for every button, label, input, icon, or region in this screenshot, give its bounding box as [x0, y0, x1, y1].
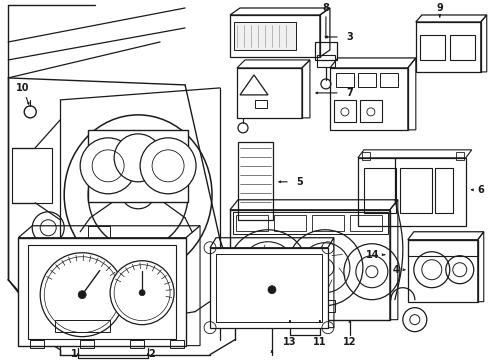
Text: 10: 10: [16, 83, 29, 93]
Bar: [78, 248, 163, 288]
Bar: [88, 130, 188, 202]
Bar: [229, 210, 389, 320]
Bar: [357, 158, 465, 226]
Polygon shape: [185, 226, 200, 346]
Bar: [309, 300, 334, 312]
Bar: [314, 42, 336, 60]
Bar: [234, 22, 295, 50]
Text: 5: 5: [296, 177, 303, 187]
Bar: [110, 300, 117, 322]
Bar: [130, 339, 144, 348]
Bar: [80, 339, 94, 348]
Bar: [407, 240, 477, 256]
Bar: [273, 215, 305, 231]
Bar: [70, 300, 77, 322]
Bar: [407, 240, 477, 302]
Text: 12: 12: [343, 337, 356, 347]
Text: 6: 6: [477, 185, 484, 195]
Bar: [28, 245, 176, 339]
Circle shape: [139, 290, 145, 296]
Polygon shape: [18, 226, 200, 238]
Bar: [399, 168, 431, 213]
Bar: [210, 248, 327, 328]
Bar: [80, 300, 87, 322]
Bar: [361, 152, 369, 160]
Bar: [455, 152, 463, 160]
Text: 4: 4: [392, 265, 399, 275]
Text: 13: 13: [283, 337, 296, 347]
Bar: [30, 339, 44, 348]
Bar: [237, 68, 301, 118]
Text: 2: 2: [148, 348, 155, 359]
Text: 7: 7: [346, 88, 352, 98]
Bar: [254, 100, 266, 108]
Bar: [333, 100, 355, 122]
Bar: [88, 226, 110, 238]
Bar: [229, 15, 319, 57]
Bar: [311, 215, 343, 231]
Text: 9: 9: [435, 3, 442, 13]
Bar: [329, 68, 407, 130]
Bar: [349, 215, 381, 231]
Bar: [359, 100, 381, 122]
Bar: [238, 142, 272, 220]
Bar: [12, 148, 52, 203]
Circle shape: [110, 261, 174, 325]
Bar: [419, 35, 444, 60]
Circle shape: [40, 253, 124, 337]
Circle shape: [267, 286, 275, 294]
Text: 11: 11: [312, 337, 326, 347]
Bar: [379, 73, 397, 87]
Bar: [415, 22, 480, 72]
Text: 14: 14: [366, 250, 379, 260]
Bar: [236, 215, 267, 231]
Text: 1: 1: [71, 348, 78, 359]
Circle shape: [140, 138, 196, 194]
Circle shape: [80, 138, 136, 194]
Text: 3: 3: [346, 32, 352, 42]
Bar: [55, 320, 110, 332]
Circle shape: [114, 134, 162, 182]
Bar: [316, 55, 334, 67]
Bar: [100, 300, 107, 322]
Bar: [18, 238, 185, 346]
Bar: [216, 254, 321, 322]
Bar: [233, 212, 387, 234]
Text: 8: 8: [322, 3, 329, 13]
Bar: [357, 73, 375, 87]
Bar: [449, 35, 474, 60]
Bar: [335, 73, 353, 87]
Bar: [90, 300, 97, 322]
Bar: [170, 339, 183, 348]
Bar: [434, 168, 452, 213]
Polygon shape: [210, 238, 333, 248]
Circle shape: [78, 291, 86, 299]
Polygon shape: [327, 238, 333, 328]
Bar: [363, 168, 395, 213]
